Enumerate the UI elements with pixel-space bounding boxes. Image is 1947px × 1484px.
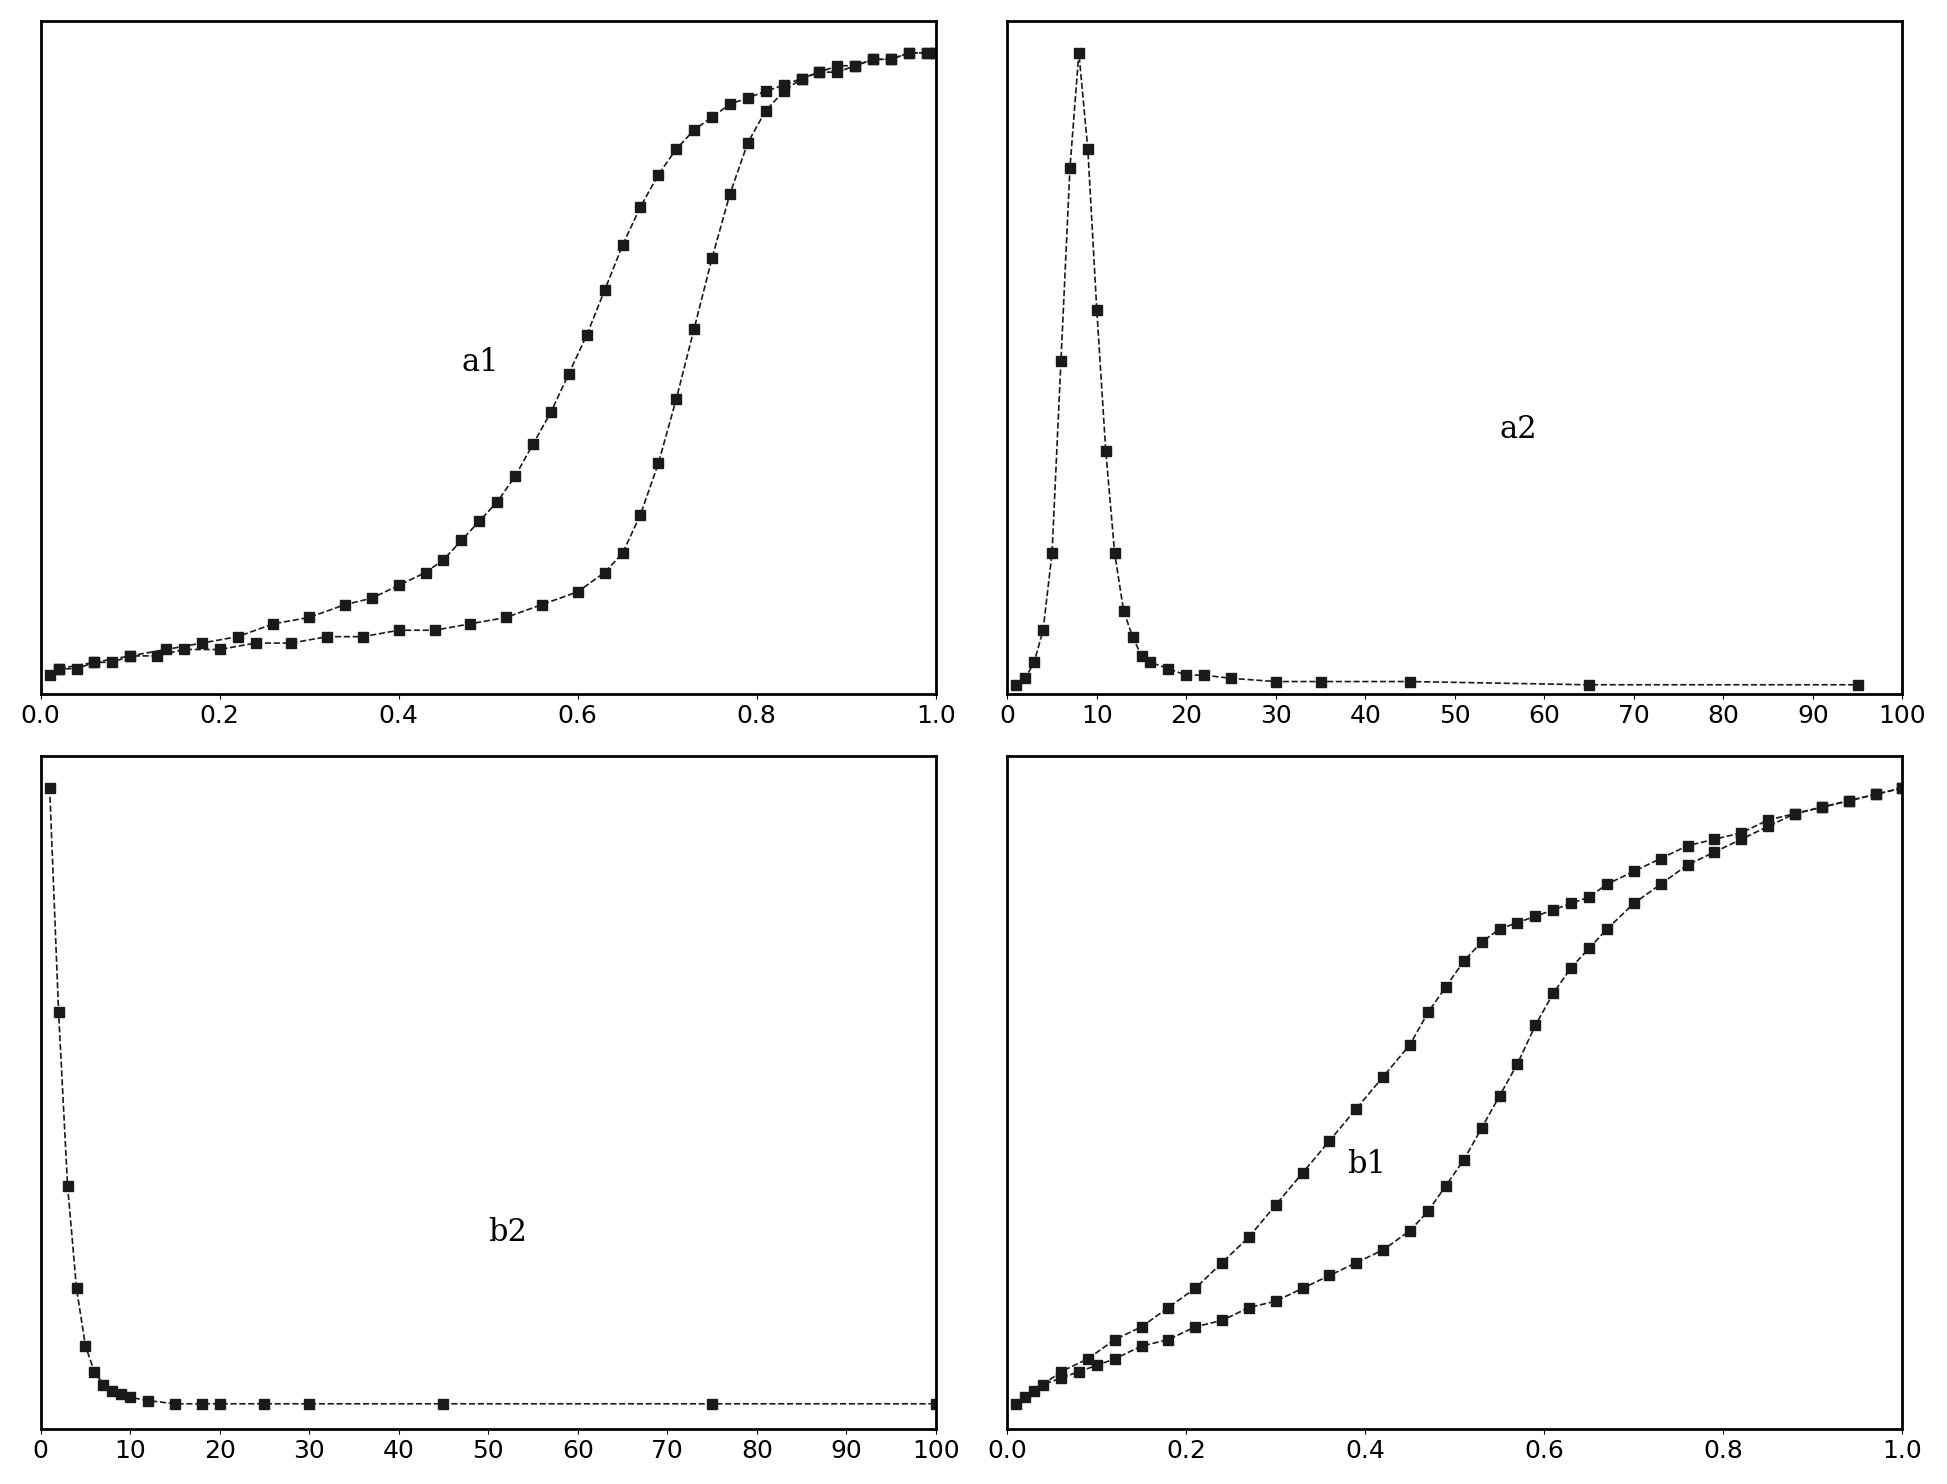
Text: a2: a2 — [1499, 414, 1538, 445]
Text: b2: b2 — [489, 1217, 528, 1248]
Text: b1: b1 — [1347, 1150, 1386, 1180]
Text: a1: a1 — [461, 347, 498, 378]
